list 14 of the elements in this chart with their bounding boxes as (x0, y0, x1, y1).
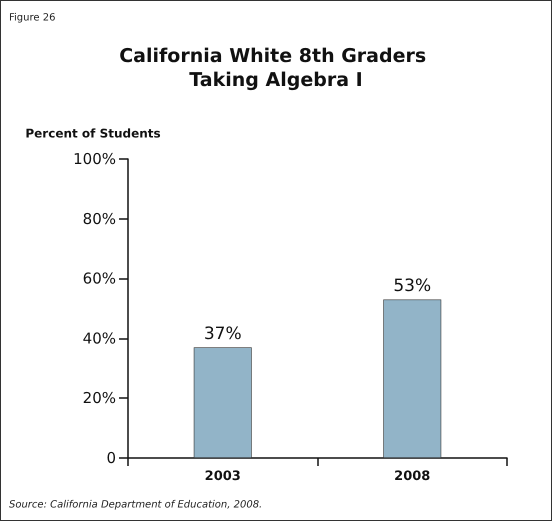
y-tick-label: 80% (82, 210, 116, 228)
y-tick-label: 0 (106, 449, 116, 467)
y-tick-label: 40% (82, 329, 116, 348)
x-tick-label: 2008 (394, 469, 430, 484)
chart-title: California White 8th Graders Taking Algebra I (119, 45, 433, 91)
caption: Figure 26 (9, 12, 56, 24)
source-note: Source: California Department of Education, 2008. (9, 500, 262, 510)
y-tick-label: 60% (82, 270, 116, 288)
y-tick-label: 20% (82, 389, 116, 408)
y-tick-label: 100% (73, 150, 116, 168)
x-tick-label: 2003 (204, 469, 241, 484)
data-label: 37% (204, 324, 242, 344)
data-label: 53% (393, 276, 432, 296)
y-axis-title: Percent of Students (25, 126, 161, 140)
